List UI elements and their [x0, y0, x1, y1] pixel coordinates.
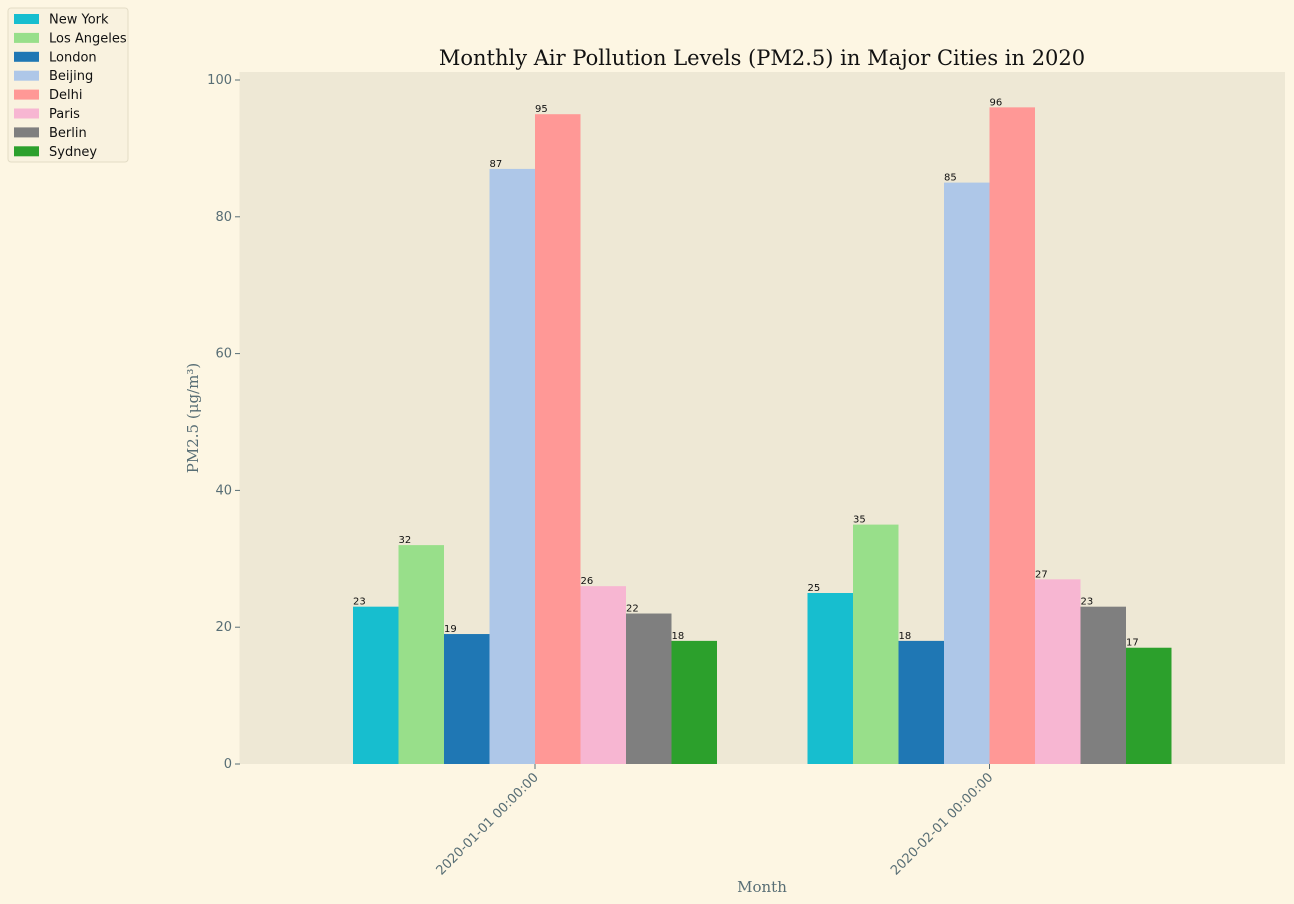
bar-beijing-2: [944, 182, 990, 765]
bar-los-angeles-1: [398, 545, 444, 764]
y-tick-label: 100: [207, 73, 232, 88]
bar-value-label: 23: [1081, 597, 1094, 608]
y-tick-label: 0: [224, 757, 232, 772]
x-tick-label: 2020-02-01 00:00:00: [888, 770, 996, 878]
legend-swatch: [14, 14, 39, 24]
legend-label: Los Angeles: [49, 31, 127, 46]
legend-label: Berlin: [49, 126, 87, 141]
bar-berlin-1: [626, 613, 672, 764]
legend-label: Paris: [49, 107, 80, 122]
y-tick-label: 60: [215, 347, 232, 362]
y-tick-label: 80: [215, 210, 232, 225]
bar-value-label: 18: [899, 631, 912, 642]
bar-paris-2: [1035, 579, 1081, 764]
bar-labels-group: 23 32 19 87 95 26 22 18 25 35 18 85 96 27 23 17: [353, 97, 1139, 648]
bar-delhi-2: [989, 107, 1035, 765]
legend-swatch: [14, 70, 39, 81]
chart-title: Monthly Air Pollution Levels (PM2.5) in …: [439, 46, 1085, 70]
bar-value-label: 85: [944, 173, 957, 184]
bar-value-label: 87: [490, 159, 503, 170]
bar-london-2: [898, 640, 944, 764]
bar-value-label: 23: [353, 597, 366, 608]
legend-label: London: [49, 50, 97, 65]
bars-group: [353, 107, 1172, 765]
bar-value-label: 18: [672, 631, 685, 642]
bar-value-label: 26: [581, 576, 594, 587]
bar-berlin-2: [1080, 606, 1126, 764]
bar-value-label: 96: [990, 97, 1003, 108]
legend: New York Los Angeles London Beijing Delhi Par…: [7, 7, 129, 163]
legend-label: Sydney: [49, 145, 97, 160]
bar-delhi-1: [535, 114, 581, 764]
legend-swatch: [14, 146, 39, 157]
bar-value-label: 19: [444, 624, 457, 635]
bar-beijing-1: [489, 168, 535, 765]
x-axis: 2020-01-01 00:00:00 2020-02-01 00:00:00: [434, 764, 996, 878]
bar-value-label: 22: [626, 604, 639, 615]
y-tick-label: 40: [215, 483, 232, 498]
bar-sydney-2: [1126, 647, 1172, 764]
legend-swatch: [14, 51, 39, 62]
bar-value-label: 35: [853, 515, 866, 526]
x-axis-label: Month: [737, 878, 787, 896]
y-axis: 0 20 40 60 80 100: [207, 72, 241, 772]
legend-swatch: [14, 89, 39, 100]
bar-value-label: 17: [1126, 638, 1139, 649]
legend-swatch: [14, 127, 39, 138]
y-tick-label: 20: [215, 620, 232, 635]
bar-london-1: [444, 634, 490, 764]
y-axis-label: PM2.5 (μg/m³): [184, 363, 202, 473]
legend-swatch: [14, 32, 39, 43]
legend-label: New York: [49, 13, 109, 28]
legend-label: Beijing: [49, 69, 93, 84]
bar-value-label: 27: [1035, 569, 1048, 580]
bar-paris-1: [580, 586, 626, 764]
legend-frame: [7, 7, 129, 163]
bar-new-york-2: [807, 593, 853, 764]
bar-value-label: 95: [535, 104, 548, 115]
bar-value-label: 32: [399, 535, 412, 546]
legend-swatch: [14, 108, 39, 119]
bar-value-label: 25: [808, 583, 821, 594]
bar-sydney-1: [671, 640, 717, 764]
legend-label: Delhi: [49, 88, 82, 103]
bar-new-york-1: [353, 606, 399, 764]
bar-los-angeles-2: [853, 524, 899, 764]
x-tick-label: 2020-01-01 00:00:00: [434, 770, 542, 878]
